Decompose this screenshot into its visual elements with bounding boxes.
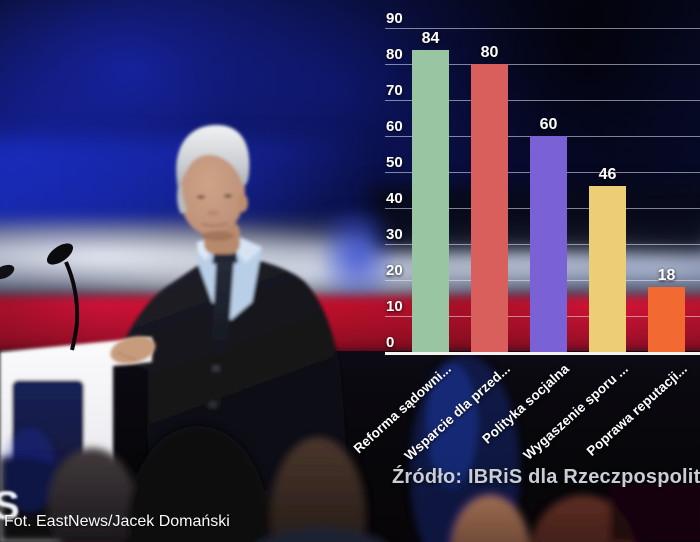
audience-head	[48, 448, 136, 542]
blue-stage-glow	[426, 363, 478, 487]
microphone-second	[0, 264, 15, 280]
nose-shadow	[207, 210, 219, 216]
shirt-collar-right	[236, 238, 262, 263]
chin-shadow	[202, 231, 234, 241]
audience-head	[450, 495, 530, 542]
microphone	[0, 243, 80, 351]
audience-shoulder	[259, 528, 385, 542]
microphone-gooseneck	[64, 261, 80, 351]
photo-credit: Fot. EastNews/Jacek Domański	[4, 513, 230, 530]
jacket-button	[209, 401, 217, 408]
microphone-capsule	[46, 243, 74, 265]
flag-blue-streak	[322, 212, 392, 307]
jacket-button	[212, 365, 220, 372]
hair-side	[177, 186, 187, 214]
audience-head	[270, 437, 366, 542]
mouth	[201, 222, 228, 227]
face	[179, 148, 245, 236]
chart-source-caption: Źródło: IBRiS dla Rzeczpospolitej	[392, 466, 700, 488]
podium-letter: S	[0, 484, 20, 528]
audience-foreground	[0, 355, 700, 542]
audience-head	[128, 426, 268, 542]
eye	[223, 194, 233, 198]
corner-shadow	[610, 482, 700, 542]
audience-head	[530, 495, 636, 542]
ear	[238, 194, 248, 212]
speaker-hand	[110, 336, 156, 364]
tie	[211, 262, 234, 356]
foreground-left-glow	[4, 428, 56, 512]
hair	[176, 124, 250, 190]
eye	[196, 195, 206, 199]
